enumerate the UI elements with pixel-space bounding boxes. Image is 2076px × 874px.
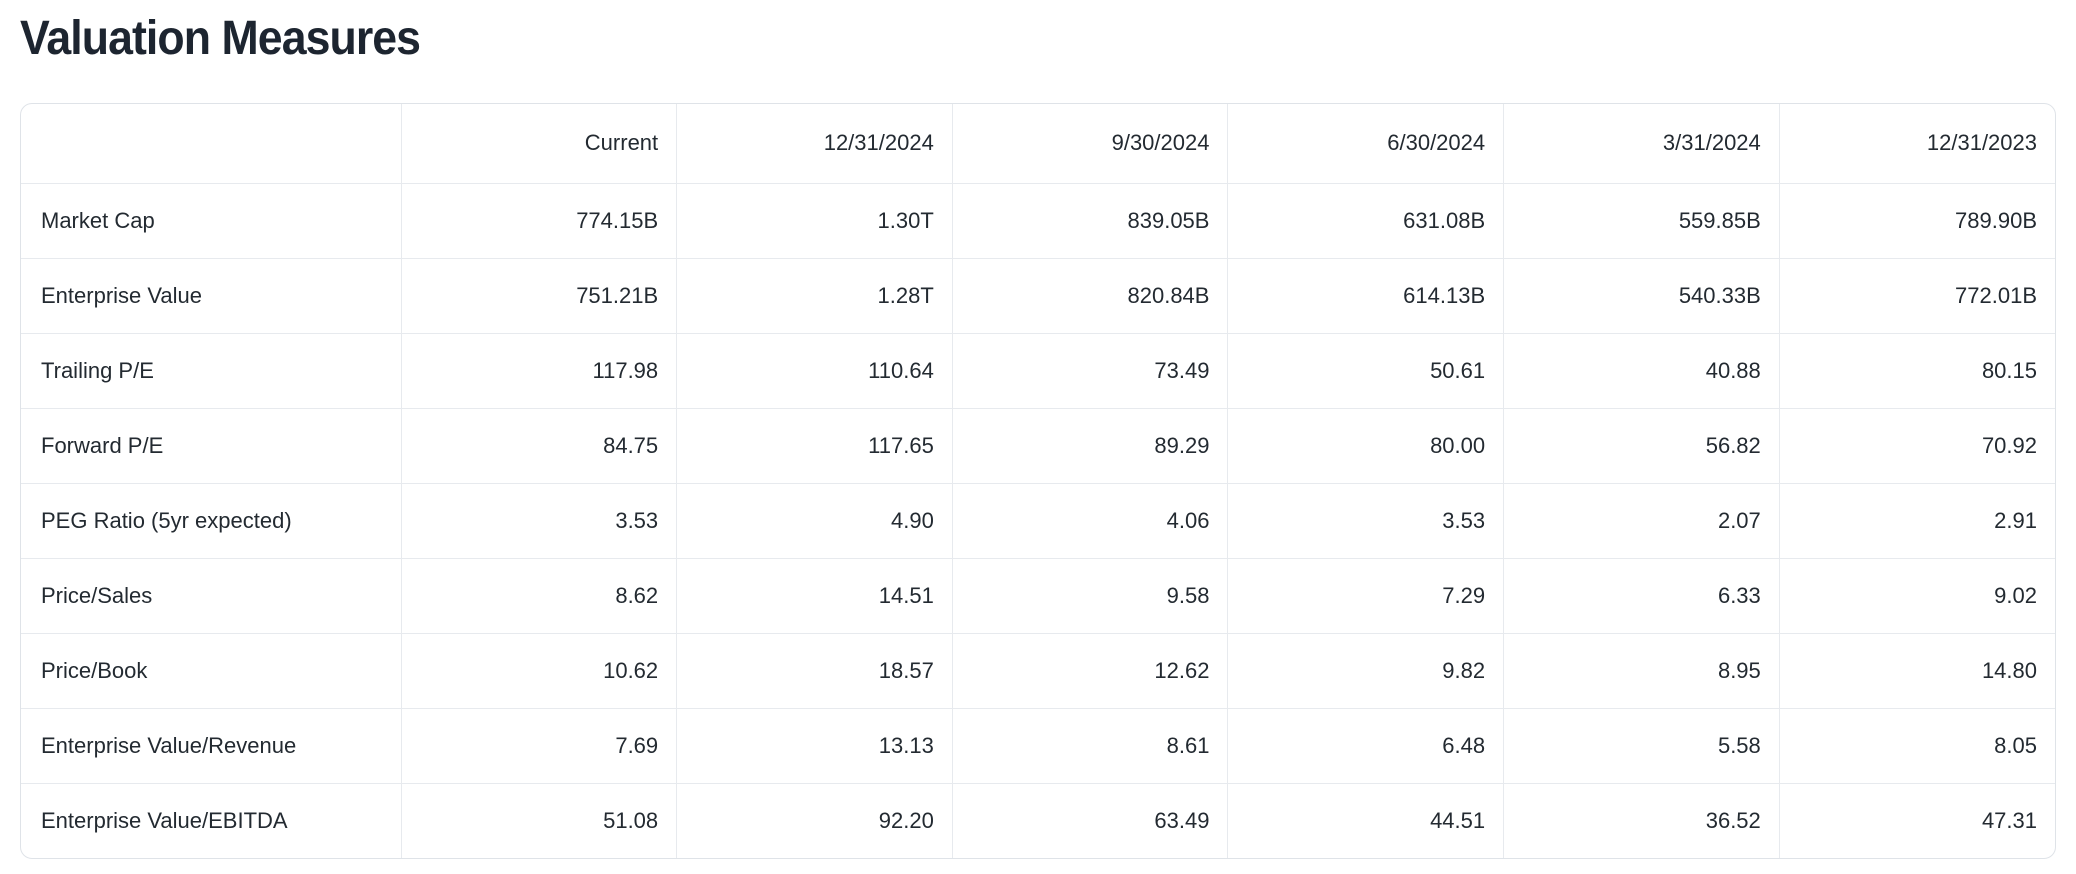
column-header: 3/31/2024: [1503, 104, 1780, 183]
column-header: 12/31/2024: [676, 104, 953, 183]
metric-value-cell: 9.82: [1227, 632, 1504, 708]
metric-value-cell: 36.52: [1503, 782, 1780, 858]
metric-label: Enterprise Value/EBITDA: [21, 782, 401, 858]
metric-value-cell: 4.90: [676, 482, 953, 558]
metric-value-cell: 772.01B: [1778, 257, 2055, 333]
metric-value-cell: 63.49: [951, 782, 1228, 858]
column-header-metric: [21, 104, 401, 183]
column-header: 12/31/2023: [1778, 104, 2055, 183]
metric-value-cell: 70.92: [1778, 407, 2055, 483]
table-row: Enterprise Value/EBITDA 51.08 92.20 63.49 44…: [21, 782, 2055, 858]
metric-value-cell: 84.75: [400, 407, 677, 483]
metric-value-cell: 6.48: [1227, 707, 1504, 783]
table-row: Trailing P/E 117.98 110.64 73.49 50.61 40.88 8…: [21, 332, 2055, 408]
metric-value-cell: 10.62: [400, 632, 677, 708]
table-row: PEG Ratio (5yr expected) 3.53 4.90 4.06 3.53…: [21, 482, 2055, 558]
metric-value-cell: 2.91: [1778, 482, 2055, 558]
column-header: 9/30/2024: [951, 104, 1228, 183]
page-title: Valuation Measures: [20, 12, 421, 65]
valuation-measures-table: Current 12/31/2024 9/30/2024 6/30/2024 3/31/…: [21, 104, 2055, 858]
metric-value-cell: 56.82: [1503, 407, 1780, 483]
table-body: Market Cap 774.15B 1.30T 839.05B 631.08B 559.…: [21, 182, 2055, 858]
metric-label: Enterprise Value/Revenue: [21, 707, 401, 783]
metric-value-cell: 820.84B: [951, 257, 1228, 333]
metric-value-cell: 14.51: [676, 557, 953, 633]
metric-value-cell: 89.29: [951, 407, 1228, 483]
table-row: Enterprise Value 751.21B 1.28T 820.84B 614.1…: [21, 257, 2055, 333]
metric-value-cell: 2.07: [1503, 482, 1780, 558]
table-row: Market Cap 774.15B 1.30T 839.05B 631.08B 559.…: [21, 182, 2055, 258]
metric-value-cell: 751.21B: [400, 257, 677, 333]
metric-value-cell: 117.98: [400, 332, 677, 408]
table-row: Enterprise Value/Revenue 7.69 13.13 8.61 6.4…: [21, 707, 2055, 783]
metric-value-cell: 839.05B: [951, 182, 1228, 258]
metric-value-cell: 774.15B: [400, 182, 677, 258]
metric-value-cell: 117.65: [676, 407, 953, 483]
metric-value-cell: 7.29: [1227, 557, 1504, 633]
metric-value-cell: 80.00: [1227, 407, 1504, 483]
metric-value-cell: 8.62: [400, 557, 677, 633]
metric-value-cell: 8.05: [1778, 707, 2055, 783]
metric-value-cell: 3.53: [1227, 482, 1504, 558]
metric-value-cell: 6.33: [1503, 557, 1780, 633]
metric-value-cell: 12.62: [951, 632, 1228, 708]
metric-value-cell: 92.20: [676, 782, 953, 858]
metric-value-cell: 614.13B: [1227, 257, 1504, 333]
metric-value-cell: 40.88: [1503, 332, 1780, 408]
metric-value-cell: 3.53: [400, 482, 677, 558]
metric-value-cell: 51.08: [400, 782, 677, 858]
metric-label: PEG Ratio (5yr expected): [21, 482, 401, 558]
metric-value-cell: 8.61: [951, 707, 1228, 783]
metric-label: Forward P/E: [21, 407, 401, 483]
metric-label: Price/Sales: [21, 557, 401, 633]
table-row: Price/Book 10.62 18.57 12.62 9.82 8.95 14.80: [21, 632, 2055, 708]
metric-label: Enterprise Value: [21, 257, 401, 333]
metric-value-cell: 5.58: [1503, 707, 1780, 783]
table-row: Price/Sales 8.62 14.51 9.58 7.29 6.33 9.02: [21, 557, 2055, 633]
table-row: Forward P/E 84.75 117.65 89.29 80.00 56.82 70.…: [21, 407, 2055, 483]
metric-label: Price/Book: [21, 632, 401, 708]
metric-value-cell: 50.61: [1227, 332, 1504, 408]
metric-value-cell: 80.15: [1778, 332, 2055, 408]
column-header: Current: [400, 104, 677, 183]
metric-value-cell: 44.51: [1227, 782, 1504, 858]
metric-value-cell: 8.95: [1503, 632, 1780, 708]
metric-value-cell: 13.13: [676, 707, 953, 783]
table-header: Current 12/31/2024 9/30/2024 6/30/2024 3/31/…: [21, 104, 2055, 183]
metric-label: Trailing P/E: [21, 332, 401, 408]
metric-value-cell: 559.85B: [1503, 182, 1780, 258]
metric-value-cell: 540.33B: [1503, 257, 1780, 333]
metric-value-cell: 110.64: [676, 332, 953, 408]
metric-value-cell: 9.02: [1778, 557, 2055, 633]
metric-value-cell: 18.57: [676, 632, 953, 708]
column-header: 6/30/2024: [1227, 104, 1504, 183]
metric-value-cell: 1.30T: [676, 182, 953, 258]
metric-value-cell: 4.06: [951, 482, 1228, 558]
metric-value-cell: 1.28T: [676, 257, 953, 333]
metric-value-cell: 14.80: [1778, 632, 2055, 708]
valuation-measures-table-container: Current 12/31/2024 9/30/2024 6/30/2024 3/31/…: [20, 103, 2056, 859]
metric-value-cell: 631.08B: [1227, 182, 1504, 258]
metric-value-cell: 7.69: [400, 707, 677, 783]
table-header-row: Current 12/31/2024 9/30/2024 6/30/2024 3/31/…: [21, 104, 2055, 183]
metric-value-cell: 789.90B: [1778, 182, 2055, 258]
metric-value-cell: 9.58: [951, 557, 1228, 633]
metric-label: Market Cap: [21, 182, 401, 258]
metric-value-cell: 73.49: [951, 332, 1228, 408]
metric-value-cell: 47.31: [1778, 782, 2055, 858]
